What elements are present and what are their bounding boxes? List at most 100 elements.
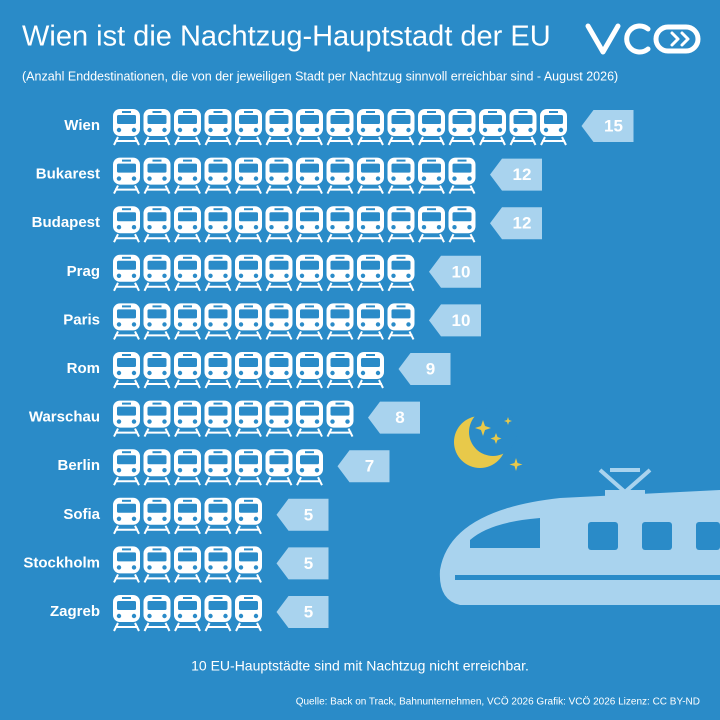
train-light — [360, 322, 366, 327]
train-light — [177, 565, 183, 570]
train-light — [223, 273, 228, 278]
train-icon — [296, 206, 323, 243]
train-light — [223, 419, 228, 424]
train-light — [406, 322, 411, 327]
train-top — [122, 499, 131, 502]
train-window — [452, 115, 472, 124]
value-tag — [368, 401, 420, 434]
pictogram-row — [113, 303, 415, 340]
train-light — [314, 176, 320, 181]
train-light — [253, 176, 259, 181]
train-top — [152, 597, 162, 599]
train-icon — [235, 303, 262, 340]
train-window — [147, 260, 167, 270]
train-rails — [113, 185, 140, 195]
train-light — [116, 370, 122, 376]
train-top — [244, 305, 253, 308]
train-rails — [204, 379, 232, 389]
train-rails — [204, 573, 232, 583]
train-light — [131, 516, 137, 521]
train-light — [177, 516, 183, 521]
pictogram-row — [113, 400, 354, 438]
train-top — [213, 159, 223, 162]
train-light — [406, 273, 411, 278]
train-light — [116, 516, 122, 521]
train-top — [213, 208, 223, 211]
train-icon — [265, 303, 293, 340]
train-light — [177, 273, 183, 278]
footnote: 10 EU-Hauptstädte sind mit Nachtzug nich… — [191, 658, 529, 674]
train-light — [177, 225, 183, 230]
train-icon — [113, 449, 140, 486]
train-top — [244, 597, 253, 599]
train-rails — [174, 476, 201, 486]
train-window — [239, 115, 258, 124]
train-light — [253, 565, 259, 570]
train-top — [183, 208, 192, 211]
category-label: Bukarest — [36, 166, 100, 183]
train-window — [239, 309, 258, 319]
train-rails — [204, 282, 232, 292]
train-light — [192, 468, 198, 473]
train-window — [544, 115, 563, 124]
train-top — [488, 111, 497, 113]
train-icon — [326, 109, 354, 146]
train-top — [183, 159, 192, 162]
value-label: 5 — [304, 554, 313, 573]
train-rails — [113, 476, 140, 486]
train-rails — [479, 136, 506, 146]
train-rails — [540, 136, 567, 146]
train-icon — [235, 595, 262, 632]
train-light — [223, 468, 228, 473]
train-icon — [296, 109, 323, 146]
train-top — [213, 305, 223, 308]
category-label: Prag — [67, 263, 100, 280]
train-light — [452, 225, 457, 230]
train-window — [178, 115, 197, 124]
train-rails — [204, 185, 232, 195]
train-rails — [204, 233, 232, 243]
train-top — [274, 111, 284, 113]
train-top — [152, 354, 162, 356]
train-light — [208, 273, 213, 278]
train-window — [239, 212, 258, 222]
train-window — [513, 115, 533, 124]
train-top — [183, 354, 192, 356]
train-light — [116, 225, 122, 230]
train-window — [117, 406, 136, 416]
train-top — [335, 402, 345, 405]
train-top — [335, 208, 345, 211]
train-light — [131, 176, 137, 181]
train-window — [208, 163, 228, 173]
train-light — [284, 468, 289, 473]
train-window — [208, 503, 228, 513]
train-window — [178, 552, 197, 562]
train-window — [147, 552, 167, 562]
train-icon — [204, 206, 232, 243]
train-rails — [113, 136, 140, 146]
train-light — [147, 613, 152, 619]
train-icon — [235, 546, 262, 583]
train-light — [269, 176, 274, 181]
train-rails — [235, 573, 262, 583]
train-top — [427, 111, 436, 113]
train-window — [269, 358, 289, 367]
train-icon — [357, 109, 384, 146]
train-rails — [326, 136, 354, 146]
train-icon — [174, 497, 201, 535]
train-icon — [143, 157, 171, 195]
train-light — [253, 419, 259, 424]
train-icon — [265, 109, 293, 146]
train-top — [152, 256, 162, 259]
train-light — [238, 225, 244, 230]
train-light — [162, 516, 167, 521]
train-window — [300, 406, 319, 416]
train-light — [269, 225, 274, 230]
train-top — [244, 354, 253, 356]
train-top — [213, 499, 223, 502]
train-top — [457, 208, 467, 211]
train-top — [305, 111, 314, 113]
pictogram-row — [113, 352, 384, 389]
train-top — [152, 111, 162, 113]
train-rails — [265, 185, 293, 195]
